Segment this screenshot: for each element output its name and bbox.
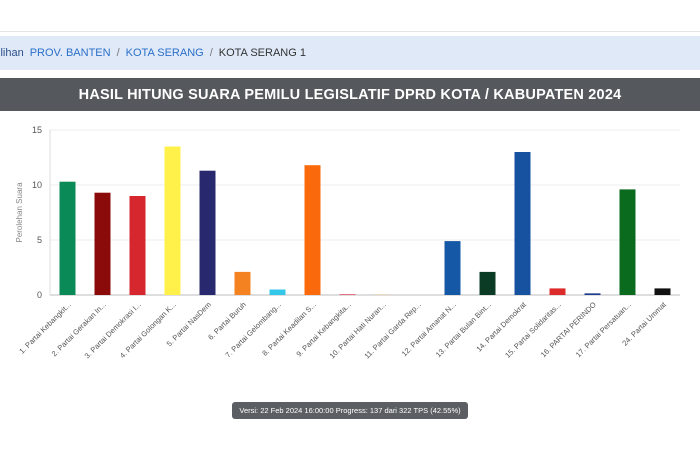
bar-5[interactable]	[199, 170, 216, 295]
breadcrumb: ilihan / PROV. BANTEN / KOTA SERANG / KO…	[0, 36, 700, 70]
chart-axes: 0 5 10 15	[32, 125, 51, 300]
bar-13[interactable]	[479, 271, 496, 295]
breadcrumb-item-province[interactable]: PROV. BANTEN	[29, 47, 111, 59]
bar-18[interactable]	[654, 288, 671, 295]
bar-7[interactable]	[269, 289, 286, 296]
y-tick-label: 15	[32, 125, 42, 135]
bar-4[interactable]	[164, 146, 181, 296]
vote-bar-chart: 0 5 10 15 1. Partai Kebangkit...2. Partai G…	[15, 125, 680, 361]
top-bar	[0, 0, 700, 32]
bar-17[interactable]	[619, 189, 636, 295]
chart-grid	[50, 129, 680, 296]
bar-12[interactable]	[444, 241, 461, 295]
y-tick-label: 10	[32, 180, 42, 190]
page-title: HASIL HITUNG SUARA PEMILU LEGISLATIF DPR…	[0, 78, 700, 111]
bar-16[interactable]	[584, 293, 601, 295]
breadcrumb-separator: /	[116, 47, 120, 59]
chart-x-labels: 1. Partai Kebangkit...2. Partai Gerakan …	[17, 299, 668, 360]
bar-3[interactable]	[129, 196, 146, 295]
bar-6[interactable]	[234, 271, 251, 295]
breadcrumb-separator: /	[209, 47, 213, 59]
bar-9[interactable]	[339, 294, 356, 295]
breadcrumb-item-city[interactable]: KOTA SERANG	[125, 47, 204, 59]
bar-2[interactable]	[94, 192, 111, 295]
bar-8[interactable]	[304, 165, 321, 295]
y-tick-label: 0	[37, 290, 42, 300]
bar-15[interactable]	[549, 288, 566, 295]
chart-bars	[59, 146, 671, 296]
bar-1[interactable]	[59, 181, 76, 295]
breadcrumb-item-current: KOTA SERANG 1	[218, 47, 306, 59]
breadcrumb-item-pilihan[interactable]: ilihan	[0, 47, 24, 59]
y-tick-label: 5	[37, 235, 42, 245]
bar-14[interactable]	[514, 152, 531, 295]
y-axis-label: Perolehan Suara	[15, 182, 24, 243]
version-progress-badge: Versi: 22 Feb 2024 16:00:00 Progress: 13…	[232, 402, 468, 419]
